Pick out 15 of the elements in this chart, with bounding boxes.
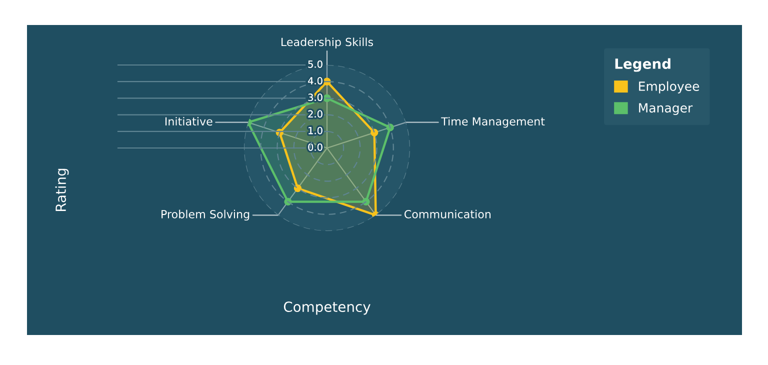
spoke-label: Communication [404, 210, 491, 218]
y-tick-label: 1.0 [308, 126, 322, 134]
legend-label: Employee [639, 81, 700, 94]
text: Competency [284, 302, 370, 315]
y-tick-label: 0.0 [308, 143, 322, 151]
legend-title: Legend [615, 58, 670, 72]
y-tick-label: 5.0 [308, 60, 322, 68]
y-tick-label: 2.0 [308, 110, 322, 118]
spoke-label: Leadership Skills [282, 38, 374, 48]
text: Rating [55, 168, 69, 212]
y-tick-label: 4.0 [308, 77, 322, 84]
legend-label: Manager [639, 103, 693, 115]
spoke-label: Initiative [165, 116, 212, 126]
spoke-label: Problem Solving [162, 210, 250, 221]
spoke-label: Time Management [441, 116, 545, 128]
